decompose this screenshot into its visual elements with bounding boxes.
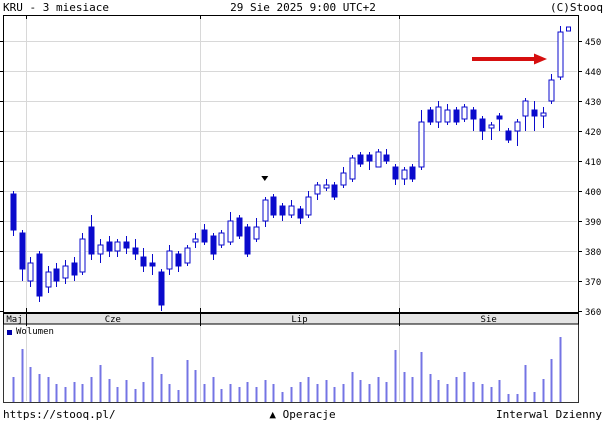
y-axis-label: 360 <box>585 308 601 318</box>
candlestick-body <box>409 166 416 180</box>
candlestick-body <box>140 256 147 267</box>
candlestick-body <box>106 241 113 252</box>
candlestick-body <box>10 193 17 231</box>
candlestick-body <box>218 232 225 246</box>
operations-label: Operacje <box>282 408 336 421</box>
candlestick-body <box>357 154 364 165</box>
chart-datetime: 29 Sie 2025 9:00 UTC+2 <box>230 1 376 14</box>
candlestick-body <box>149 262 156 267</box>
candlestick-body <box>427 109 434 123</box>
highlight-arrow-icon <box>472 53 547 65</box>
candlestick-body <box>505 130 512 141</box>
candlestick-body <box>401 169 408 180</box>
candlestick-body <box>253 226 260 240</box>
chart-title: KRU - 3 miesiace <box>3 1 109 14</box>
candlestick-body <box>236 217 243 237</box>
candlestick-body <box>262 199 269 222</box>
candlestick-body <box>375 151 382 168</box>
candlestick-body <box>192 238 199 243</box>
candlestick-body <box>488 124 495 129</box>
y-axis-label: 390 <box>585 218 601 228</box>
month-label: Lip <box>291 315 307 325</box>
candlestick-body <box>323 184 330 189</box>
candlestick-body <box>19 232 26 270</box>
candlestick-body <box>123 241 130 249</box>
candlestick-body <box>522 100 529 117</box>
candlestick-body <box>88 226 95 255</box>
candlestick-body <box>97 244 104 255</box>
volume-legend: Wolumen <box>7 327 54 337</box>
candlestick-body <box>79 238 86 273</box>
y-axis-label: 450 <box>585 38 601 48</box>
candlestick-body <box>45 271 52 288</box>
candlestick-body <box>548 79 555 102</box>
candlestick-body <box>349 157 356 180</box>
sell-operation-marker-icon <box>261 176 269 181</box>
candlestick-body <box>227 220 234 243</box>
volume-legend-label: Wolumen <box>16 327 54 337</box>
volume-panel-border <box>3 324 579 403</box>
y-axis-label: 440 <box>585 68 601 78</box>
month-strip <box>3 313 579 325</box>
candlestick-body <box>479 118 486 132</box>
copyright-label: (C)Stooq <box>550 1 603 14</box>
candlestick-body <box>175 253 182 267</box>
candlestick-body <box>244 226 251 255</box>
candlestick-body <box>279 205 286 216</box>
operations-triangle-icon: ▲ <box>269 408 277 421</box>
candlestick-body <box>166 250 173 270</box>
candlestick-body <box>184 247 191 264</box>
y-axis-label: 370 <box>585 278 601 288</box>
candlestick-body <box>496 115 503 120</box>
y-axis-label: 400 <box>585 188 601 198</box>
candlestick-body <box>36 253 43 297</box>
candlestick-body <box>392 166 399 180</box>
candlestick-body <box>132 247 139 255</box>
candlestick-body <box>305 196 312 216</box>
candlestick-body <box>531 109 538 117</box>
candlestick-body <box>201 229 208 243</box>
candlestick-body <box>418 121 425 168</box>
volume-legend-square-icon <box>7 329 12 335</box>
candlestick-body <box>453 109 460 123</box>
y-axis-label: 410 <box>585 158 601 168</box>
y-axis-label: 380 <box>585 248 601 258</box>
chart-footer: https://stooq.pl/ ▲ Operacje Interwal Dz… <box>3 408 602 422</box>
month-label: Cze <box>105 315 121 325</box>
candlestick-body <box>114 241 121 252</box>
candlestick-body <box>540 112 547 117</box>
last-price-marker <box>566 26 571 32</box>
candlestick-body <box>297 208 304 219</box>
stooq-url-link[interactable]: https://stooq.pl/ <box>3 408 116 421</box>
chart-header: KRU - 3 miesiace 29 Sie 2025 9:00 UTC+2 … <box>3 1 603 14</box>
candlestick-body <box>461 106 468 120</box>
candlestick-body <box>331 184 338 198</box>
candlestick-body <box>314 184 321 195</box>
candlestick-body <box>158 271 165 306</box>
candlestick-body <box>514 121 521 132</box>
candlestick-body <box>557 31 564 78</box>
candlestick-body <box>53 268 60 282</box>
y-axis-label: 420 <box>585 128 601 138</box>
price-panel-border <box>3 15 579 313</box>
candlestick-body <box>71 262 78 276</box>
candlestick-body <box>366 154 373 162</box>
candlestick-body <box>383 154 390 162</box>
month-label: Maj <box>6 315 22 325</box>
candlestick-body <box>270 196 277 216</box>
candlestick-body <box>288 205 295 216</box>
candlestick-body <box>27 262 34 282</box>
candlestick-body <box>435 106 442 123</box>
candlestick-body <box>210 235 217 255</box>
month-label: Sie <box>481 315 497 325</box>
candlestick-body <box>62 265 69 279</box>
candlestick-body <box>340 172 347 186</box>
y-axis-label: 430 <box>585 98 601 108</box>
interval-label: Interwal Dzienny <box>496 408 603 421</box>
candlestick-body <box>470 109 477 120</box>
candlestick-body <box>444 109 451 123</box>
